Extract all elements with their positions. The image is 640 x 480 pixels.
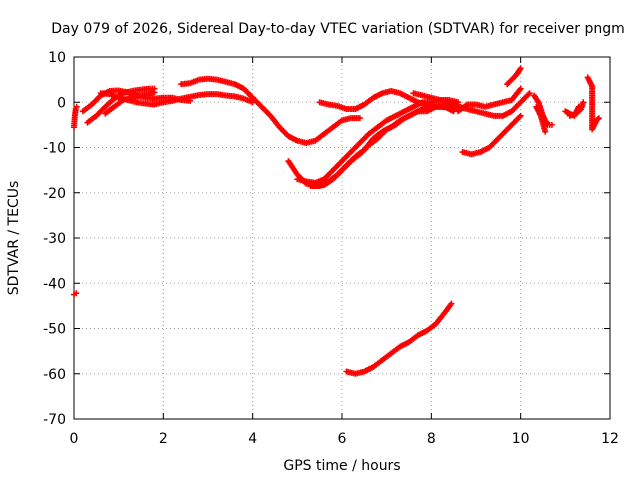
data-point — [517, 85, 524, 92]
x-tick-label: 10 — [512, 431, 530, 447]
x-tick-labels: 0 2 4 6 8 10 12 — [70, 431, 619, 447]
grid — [74, 57, 610, 419]
data-point — [595, 115, 602, 122]
data-point — [526, 90, 533, 97]
data-points — [71, 65, 602, 377]
data-point — [580, 99, 587, 106]
y-tick-label: -50 — [43, 322, 66, 338]
data-point — [151, 89, 158, 96]
data-point — [548, 121, 555, 128]
data-point — [516, 113, 523, 120]
y-tick-label: -70 — [43, 412, 66, 428]
chart-title: Day 079 of 2026, Sidereal Day-to-day VTE… — [51, 21, 625, 37]
y-tick-label: -10 — [43, 141, 66, 157]
y-tick-label: -40 — [43, 276, 66, 292]
x-tick-label: 8 — [427, 431, 436, 447]
y-tick-label: -30 — [43, 231, 66, 247]
data-point — [525, 91, 532, 98]
x-tick-label: 2 — [159, 431, 168, 447]
y-tick-label: -20 — [43, 186, 66, 202]
data-point — [594, 116, 601, 123]
axis-ticks — [73, 56, 611, 420]
x-tick-label: 12 — [601, 431, 619, 447]
y-tick-label: -60 — [43, 367, 66, 383]
data-point — [542, 128, 549, 135]
data-point — [517, 112, 524, 119]
y-tick-labels: 10 0 -10 -20 -30 -40 -50 -60 -70 — [43, 50, 66, 428]
x-tick-label: 0 — [70, 431, 79, 447]
x-axis-label: GPS time / hours — [283, 458, 400, 474]
x-tick-label: 4 — [248, 431, 257, 447]
data-point — [517, 65, 524, 72]
y-tick-label: 0 — [57, 95, 66, 111]
y-tick-label: 10 — [48, 50, 66, 66]
data-point — [73, 103, 80, 110]
data-point — [448, 300, 455, 307]
x-tick-label: 6 — [338, 431, 347, 447]
y-axis-label: SDTVAR / TECUs — [6, 181, 22, 296]
data-point — [73, 290, 80, 297]
data-point — [356, 115, 363, 122]
